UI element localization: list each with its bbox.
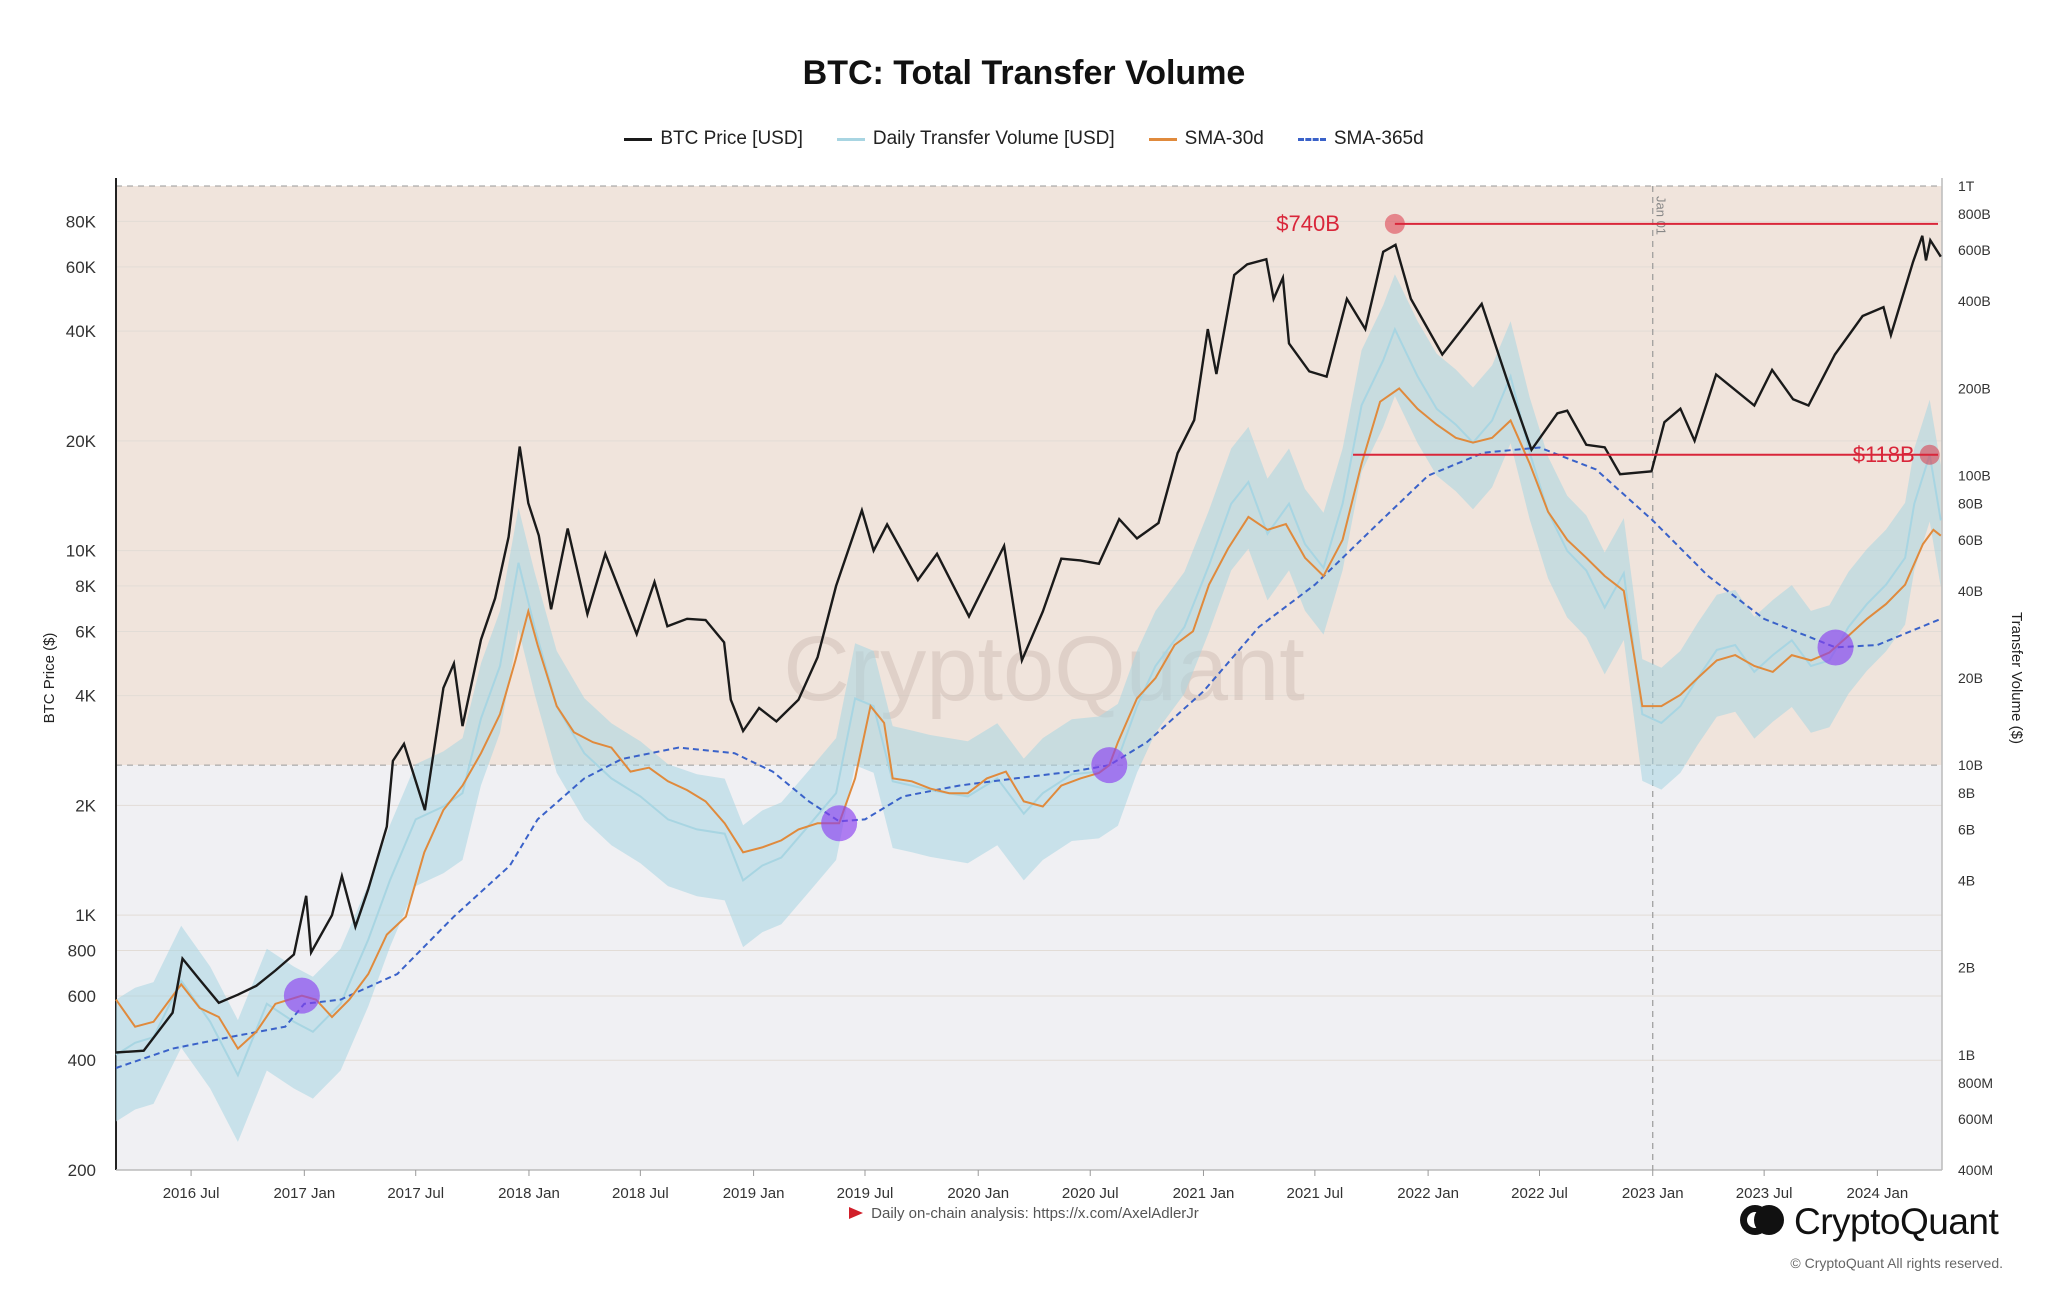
left-tick-label: 400 bbox=[68, 1051, 96, 1070]
annotation-label-1: $118B bbox=[1853, 442, 1915, 467]
left-tick-label: 1K bbox=[75, 906, 96, 925]
left-axis-title: BTC Price ($) bbox=[41, 633, 58, 724]
vertical-marker-label: Jan 01 bbox=[1654, 196, 1669, 235]
legend-label-sma-365d: SMA-365d bbox=[1333, 128, 1424, 149]
legend-item-daily-transfer-volume[interactable]: Daily Transfer Volume [USD] bbox=[836, 128, 1115, 150]
legend-label-btc-price: BTC Price [USD] bbox=[660, 128, 803, 149]
right-tick-label: 2B bbox=[1958, 960, 1975, 976]
x-tick-label: 2020 Jan bbox=[947, 1185, 1009, 1202]
x-tick-label: 2019 Jul bbox=[837, 1185, 894, 1202]
cross-marker-1 bbox=[821, 805, 858, 842]
right-tick-label: 100B bbox=[1958, 468, 1991, 484]
right-axis-title: Transfer Volume ($) bbox=[2008, 612, 2025, 744]
legend-label-daily-transfer-volume: Daily Transfer Volume [USD] bbox=[872, 128, 1115, 149]
legend-swatch-sma-365d bbox=[1297, 137, 1326, 141]
x-tick-label: 2018 Jan bbox=[498, 1185, 560, 1202]
footnote-text: Daily on-chain analysis: https://x.com/A… bbox=[871, 1205, 1199, 1222]
x-tick-label: 2021 Jan bbox=[1173, 1185, 1235, 1202]
legend-swatch-sma-30d bbox=[1148, 137, 1177, 141]
daily-transfer-volume-band bbox=[116, 274, 1941, 1142]
cross-marker-2 bbox=[1091, 747, 1128, 784]
copyright: © CryptoQuant All rights reserved. bbox=[1790, 1255, 2003, 1271]
legend-swatch-daily-transfer-volume bbox=[836, 137, 865, 141]
right-tick-label: 1T bbox=[1958, 178, 1975, 194]
right-tick-label: 80B bbox=[1958, 496, 1983, 512]
left-tick-label: 200 bbox=[68, 1161, 96, 1180]
brand-name: CryptoQuant bbox=[1794, 1201, 1999, 1242]
legend-item-sma-30d[interactable]: SMA-30d bbox=[1148, 128, 1264, 150]
right-tick-label: 1B bbox=[1958, 1047, 1975, 1063]
right-tick-label: 400M bbox=[1958, 1162, 1993, 1178]
sma-365d-line bbox=[115, 446, 1942, 1069]
x-tick-label: 2021 Jul bbox=[1287, 1185, 1344, 1202]
brand-logo: CryptoQuant bbox=[1740, 1201, 1999, 1243]
right-tick-label: 60B bbox=[1958, 532, 1983, 548]
x-tick-label: 2016 Jul bbox=[163, 1185, 220, 1202]
x-tick-label: 2023 Jul bbox=[1736, 1185, 1793, 1202]
legend-swatch-btc-price bbox=[624, 137, 653, 141]
btc-price-line bbox=[115, 235, 1942, 1054]
right-tick-label: 800B bbox=[1958, 206, 1991, 222]
annotation-point-0 bbox=[1384, 213, 1405, 234]
left-tick-label: 40K bbox=[66, 322, 97, 341]
left-tick-label: 2K bbox=[75, 796, 96, 815]
chart-legend: BTC Price [USD] Daily Transfer Volume [U… bbox=[0, 128, 2048, 150]
right-tick-label: 10B bbox=[1958, 757, 1983, 773]
cryptoquant-logo-icon bbox=[1740, 1205, 1784, 1239]
left-tick-label: 600 bbox=[68, 987, 96, 1006]
left-tick-label: 6K bbox=[75, 622, 96, 641]
x-tick-label: 2022 Jul bbox=[1511, 1185, 1568, 1202]
left-tick-label: 8K bbox=[75, 577, 96, 596]
legend-label-sma-30d: SMA-30d bbox=[1184, 128, 1264, 149]
x-tick-label: 2023 Jan bbox=[1622, 1185, 1684, 1202]
right-tick-label: 400B bbox=[1958, 293, 1991, 309]
cross-marker-3 bbox=[1817, 629, 1854, 666]
left-tick-label: 80K bbox=[66, 212, 97, 231]
left-tick-label: 20K bbox=[66, 432, 97, 451]
x-tick-label: 2024 Jan bbox=[1847, 1185, 1909, 1202]
x-tick-label: 2020 Jul bbox=[1062, 1185, 1119, 1202]
right-tick-label: 800M bbox=[1958, 1075, 1993, 1091]
x-tick-label: 2017 Jul bbox=[387, 1185, 444, 1202]
annotation-label-0: $740B bbox=[1276, 211, 1340, 236]
legend-item-sma-365d[interactable]: SMA-365d bbox=[1297, 128, 1424, 150]
right-tick-label: 20B bbox=[1958, 670, 1983, 686]
left-tick-label: 60K bbox=[66, 258, 97, 277]
legend-item-btc-price[interactable]: BTC Price [USD] bbox=[624, 128, 803, 150]
right-tick-label: 8B bbox=[1958, 785, 1975, 801]
right-tick-label: 600M bbox=[1958, 1111, 1993, 1127]
left-tick-label: 800 bbox=[68, 941, 96, 960]
x-tick-label: 2022 Jan bbox=[1397, 1185, 1459, 1202]
left-tick-label: 10K bbox=[66, 542, 97, 561]
chart-title: BTC: Total Transfer Volume bbox=[802, 54, 1246, 92]
x-tick-label: 2017 Jan bbox=[273, 1185, 335, 1202]
cross-marker-0 bbox=[283, 977, 320, 1014]
footnote[interactable]: Daily on-chain analysis: https://x.com/A… bbox=[0, 1205, 2048, 1222]
sma-30d-line bbox=[115, 387, 1942, 1051]
annotation-point-1 bbox=[1919, 444, 1940, 465]
flag-icon bbox=[849, 1207, 864, 1219]
right-tick-label: 4B bbox=[1958, 872, 1975, 888]
daily-transfer-volume-line bbox=[115, 326, 1942, 1078]
left-tick-label: 4K bbox=[75, 687, 96, 706]
right-tick-label: 6B bbox=[1958, 821, 1975, 837]
x-tick-label: 2018 Jul bbox=[612, 1185, 669, 1202]
right-tick-label: 600B bbox=[1958, 242, 1991, 258]
x-tick-label: 2019 Jan bbox=[723, 1185, 785, 1202]
right-tick-label: 40B bbox=[1958, 583, 1983, 599]
right-tick-label: 200B bbox=[1958, 380, 1991, 396]
